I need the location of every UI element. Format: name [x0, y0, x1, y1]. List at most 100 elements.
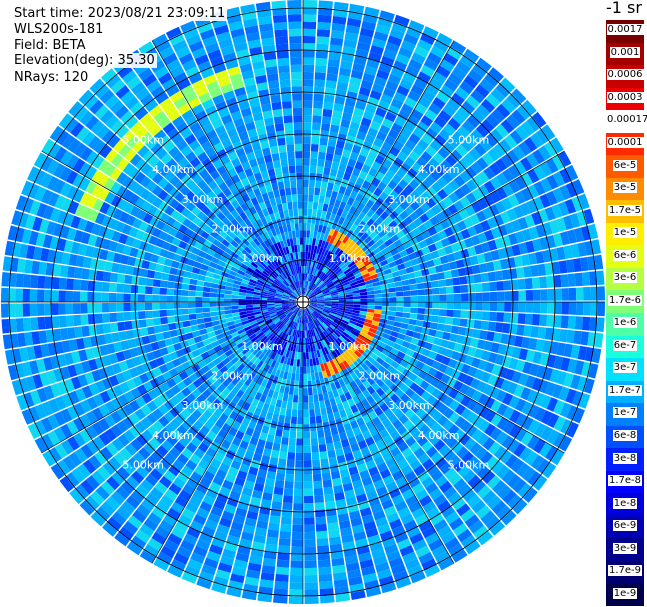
- ppi-cell: [77, 374, 89, 387]
- ppi-cell: [371, 382, 380, 391]
- ppi-cell: [321, 472, 332, 481]
- ppi-cell: [46, 159, 60, 175]
- ppi-cell: [293, 329, 297, 338]
- ppi-cell: [266, 255, 274, 263]
- ppi-cell: [295, 158, 303, 166]
- ppi-cell: [405, 65, 420, 78]
- ppi-cell: [459, 276, 468, 285]
- ppi-cell: [303, 129, 312, 137]
- ppi-cell: [314, 319, 320, 326]
- ppi-cell: [317, 224, 324, 233]
- ppi-cell: [349, 510, 361, 520]
- ppi-cell: [223, 90, 236, 101]
- ppi-cell: [50, 208, 61, 222]
- ppi-cell: [470, 161, 483, 175]
- ppi-cell: [323, 196, 331, 205]
- ppi-cell: [265, 331, 273, 338]
- ppi-cell: [309, 179, 316, 188]
- ppi-cell: [546, 314, 555, 327]
- ppi-cell: [475, 302, 483, 311]
- ppi-cell: [102, 313, 110, 323]
- ppi-cell: [205, 129, 218, 141]
- ppi-cell: [313, 245, 318, 254]
- ppi-cell: [540, 302, 548, 314]
- ppi-cell: [275, 428, 283, 437]
- ppi-cell: [321, 348, 327, 356]
- ppi-cell: [163, 470, 177, 483]
- ppi-cell: [111, 511, 127, 526]
- ppi-cell: [554, 302, 562, 315]
- ppi-cell: [53, 146, 67, 162]
- ppi-cell: [91, 369, 102, 382]
- ppi-cell: [274, 294, 283, 298]
- ppi-cell: [161, 272, 170, 281]
- ppi-cell: [377, 17, 393, 28]
- ppi-cell: [318, 436, 326, 445]
- ppi-cell: [244, 576, 260, 587]
- ppi-cell: [308, 402, 315, 410]
- ppi-cell: [47, 142, 61, 159]
- ppi-cell: [176, 424, 188, 436]
- ppi-cell: [443, 123, 457, 136]
- ppi-cell: [559, 402, 572, 418]
- ppi-cell: [191, 206, 201, 216]
- ppi-cell: [501, 98, 516, 114]
- ppi-cell: [244, 369, 253, 378]
- ppi-cell: [317, 326, 323, 333]
- ppi-cell: [338, 163, 347, 172]
- ppi-cell: [107, 134, 121, 149]
- ppi-cell: [379, 402, 389, 413]
- ppi-cell: [359, 27, 375, 38]
- ppi-cell: [126, 475, 140, 489]
- ppi-cell: [270, 359, 277, 368]
- ppi-cell: [476, 57, 492, 72]
- ppi-cell: [308, 351, 312, 360]
- ppi-cell: [78, 162, 92, 177]
- ppi-cell: [11, 379, 23, 396]
- ppi-cell: [506, 149, 520, 164]
- ppi-cell: [311, 445, 319, 453]
- ppi-cell: [356, 493, 368, 504]
- ppi-cell: [206, 430, 217, 441]
- ppi-cell: [181, 387, 192, 397]
- ppi-cell: [578, 393, 591, 409]
- ppi-cell: [451, 350, 461, 361]
- ppi-cell: [312, 312, 319, 318]
- ppi-cell: [26, 245, 36, 260]
- ppi-cell: [278, 339, 284, 347]
- ppi-cell: [164, 170, 176, 182]
- ppi-cell: [252, 304, 261, 308]
- ppi-cell: [352, 479, 363, 490]
- ppi-cell: [327, 449, 336, 459]
- ppi-cell: [316, 254, 321, 262]
- ppi-cell: [370, 324, 379, 330]
- ppi-cell: [359, 266, 367, 273]
- range-ring-label: 5.00km: [122, 133, 164, 146]
- ppi-cell: [304, 582, 319, 590]
- ppi-cell: [123, 429, 136, 443]
- ppi-cell: [432, 294, 440, 302]
- ppi-cell: [342, 281, 350, 287]
- ppi-cell: [320, 340, 326, 348]
- ppi-cell: [318, 7, 333, 16]
- ppi-cell: [356, 319, 365, 325]
- ppi-cell: [192, 79, 206, 91]
- ppi-cell: [399, 200, 410, 211]
- ppi-cell: [367, 294, 375, 299]
- ppi-cell: [382, 451, 393, 462]
- ppi-cell: [289, 358, 294, 366]
- ppi-cell: [162, 265, 171, 274]
- ppi-cell: [556, 370, 567, 386]
- ppi-cell: [484, 409, 496, 423]
- ppi-cell: [262, 387, 270, 396]
- ppi-cell: [202, 297, 210, 302]
- ppi-cell: [321, 286, 328, 292]
- ppi-cell: [206, 464, 219, 475]
- ppi-cell: [21, 409, 34, 425]
- ppi-cell: [398, 46, 413, 59]
- ppi-cell: [492, 480, 507, 495]
- ppi-cell: [265, 214, 272, 224]
- ppi-cell: [441, 262, 451, 272]
- ppi-cell: [416, 314, 425, 321]
- colorbar-tick-label: 1e-5: [612, 227, 638, 239]
